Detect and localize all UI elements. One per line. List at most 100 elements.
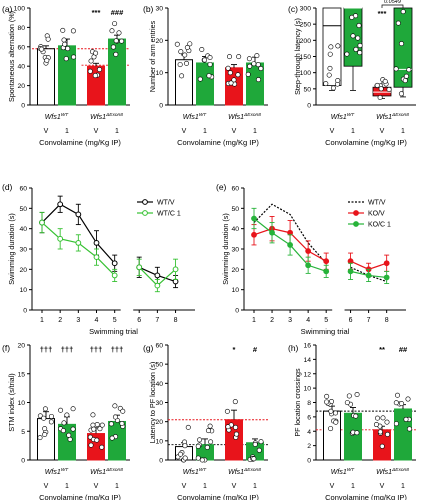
series-line [253,203,327,264]
data-point [94,422,100,428]
group-label-superscript: WT [347,112,356,118]
x-tick-label: V [232,483,237,490]
data-point [93,254,100,261]
group-label: Wfs1WT [331,112,355,121]
data-point [97,426,103,432]
significance-label: ** [379,345,385,354]
x-tick-label: V [232,128,237,135]
data-point [63,56,69,62]
comparison-bracket [381,4,404,8]
x-tick-label: 1 [401,483,405,490]
data-point [120,408,126,414]
y-tick-label: 250 [300,22,312,29]
data-point [177,62,183,68]
data-point [247,63,253,69]
significance-label: *** [92,8,101,17]
data-point [90,422,96,428]
x-tick-label: 5 [324,317,328,324]
x-tick-label: 1 [203,483,207,490]
data-point [206,73,212,79]
data-point [39,46,45,52]
x-tick-label: 2 [270,317,274,324]
data-point [93,50,99,56]
x-axis-label: Swimming trial [89,327,138,336]
data-point [88,58,94,64]
data-point [246,56,252,62]
y-tick-label: 0 [307,103,311,110]
panel-1: 0 10 20 30 Number of arm entries (b) Wfs1WT Wfs… [143,4,268,147]
data-point [197,437,203,443]
panel-6: 0 10 20 30 40 50 60 Latency to PF location (s) (… [143,343,268,500]
y-tick-label: 50 [19,206,27,213]
x-tick-label: 1 [253,128,257,135]
data-point [328,44,334,50]
y-tick-label: 10 [19,287,27,294]
data-point [324,393,330,399]
data-point [65,46,71,52]
x-tick-label: 1 [252,317,256,324]
data-point [58,407,64,413]
y-tick-label: 20 [155,38,163,45]
data-point [70,426,76,432]
data-point [373,422,379,428]
y-tick-label: 2 [307,443,311,450]
data-point [327,51,333,57]
data-point [60,428,66,434]
x-axis-label: Convolamine (mg/Kg IP) [325,138,407,147]
data-point [233,424,239,430]
data-point [75,240,82,246]
y-tick-label: 60 [19,186,27,193]
data-point [406,67,412,73]
data-point [195,443,201,449]
x-tick-label: 1 [351,483,355,490]
panel-label: (d) [2,182,13,192]
panel-label: (h) [288,343,299,353]
data-point [205,428,211,434]
group-label-superscript: ΔExon8 [243,112,261,118]
data-point [208,439,214,445]
data-point [88,442,94,448]
data-point [187,41,193,47]
data-point [42,426,48,432]
data-point [333,419,339,425]
data-point [383,260,390,267]
y-tick-label: 10 [231,287,239,294]
data-point [184,44,190,50]
data-point [111,272,118,279]
x-axis-label: Convolamine (mg/Kg IP) [39,138,121,147]
data-point [377,95,383,101]
data-point [251,215,257,222]
data-point [184,60,190,66]
data-point [64,412,70,418]
data-point [178,451,184,457]
y-tick-label: 0 [307,458,311,465]
data-point [323,258,330,265]
legend-label: KO/C 1 [368,222,391,229]
panel-label: (a) [2,4,13,14]
data-point [402,78,408,84]
data-point [70,406,76,412]
data-point [199,457,205,463]
data-point [256,447,262,453]
data-point [384,419,390,425]
y-axis-label: Swimming duration (s) [221,213,230,285]
data-point [99,422,105,428]
data-point [136,264,143,271]
y-tick-label: 10 [155,438,163,445]
y-tick-label: 20 [231,267,239,274]
group-label-superscript: ΔExon8 [105,112,123,118]
data-point [90,412,96,418]
data-point [355,35,361,41]
data-point [382,78,388,84]
data-point [383,274,390,281]
data-point [251,231,257,238]
panel-label: (c) [288,4,298,14]
data-point [197,76,203,82]
group-label: Wfs1ΔExon8 [228,112,261,121]
data-point [245,71,251,77]
panel-3: 0 10 20 30 40 50 60 Swimming duration (s) (d) 1 2 3… [2,182,195,336]
data-point [110,44,116,50]
y-tick-label: 8 [307,400,311,407]
data-point [39,219,45,226]
significance-label: ## [399,345,408,354]
